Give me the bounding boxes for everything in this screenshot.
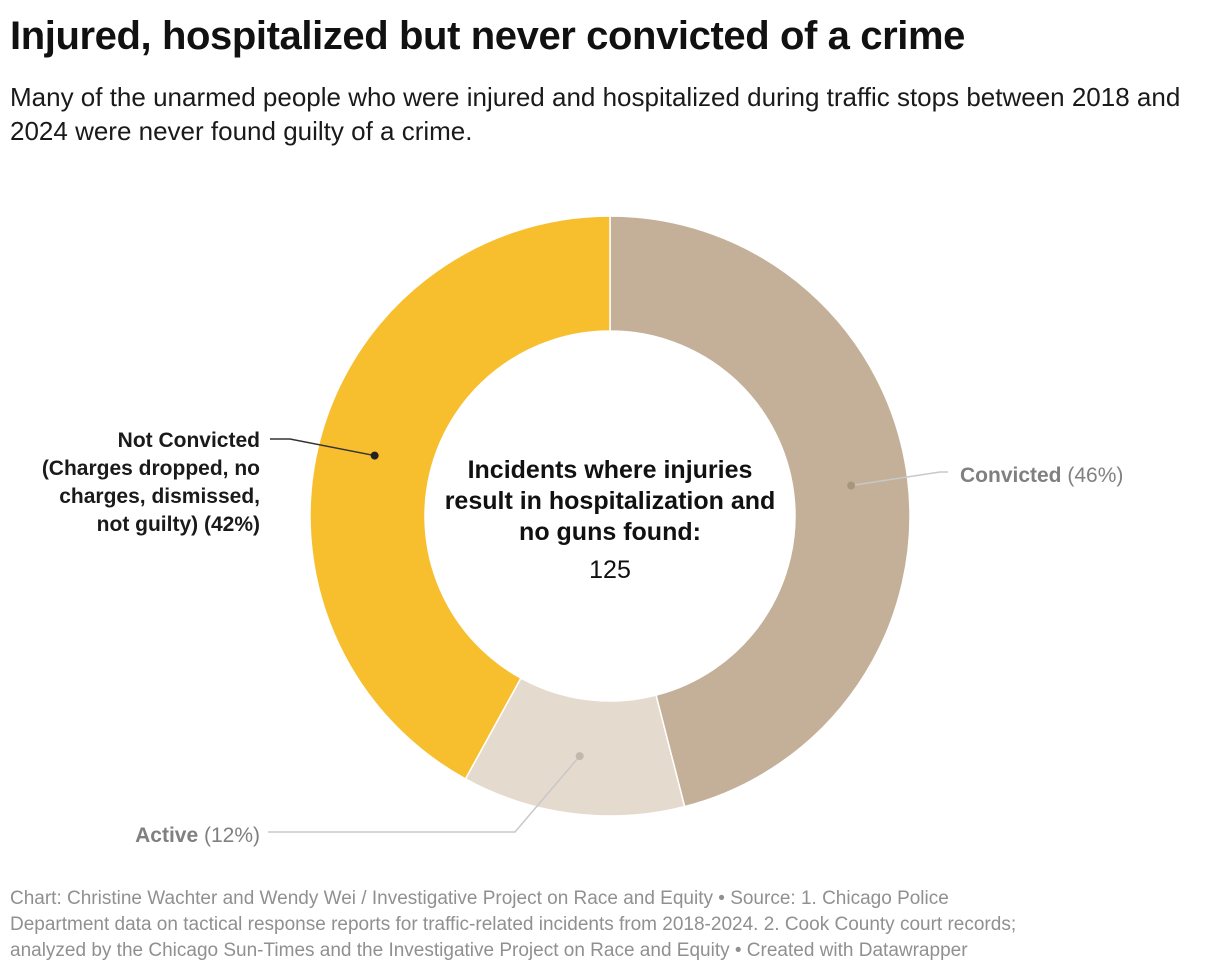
leader-dot <box>370 451 379 460</box>
slice-label-active: Active (12%) <box>135 824 260 847</box>
slice-convicted <box>609 215 911 808</box>
center-label-line: result in hospitalization and <box>445 487 776 515</box>
donut-chart: Convicted (46%) Active (12%) Not Convicted… <box>42 215 1124 847</box>
center-label-line: no guns found: <box>519 518 701 546</box>
slices-layer <box>309 215 911 817</box>
slice-label-convicted: Convicted (46%) <box>960 464 1123 487</box>
slice-label-not-convicted: Not Convicted (Charges dropped, no charges… <box>42 429 260 536</box>
leader-lines <box>268 438 948 833</box>
chart-title: Injured, hospitalized but never convicte… <box>10 14 965 58</box>
center-label-line: Incidents where injuries <box>468 456 753 484</box>
center-label-value: 125 <box>589 556 631 584</box>
leader-dot <box>575 752 584 761</box>
slice-labels: Convicted (46%) Active (12%) Not Convicted… <box>42 429 1124 847</box>
chart-subtitle: Many of the unarmed people who were inju… <box>10 82 1181 146</box>
center-label: Incidents where injuries result in hospit… <box>445 456 776 584</box>
leader-line-active <box>268 755 581 833</box>
footer-line-3: analyzed by the Chicago Sun-Times and th… <box>10 940 968 961</box>
leader-dot <box>847 481 856 490</box>
leader-line-convicted <box>850 471 948 487</box>
leader-line-not-convicted <box>270 438 375 457</box>
chart-footer: Chart: Christine Wachter and Wendy Wei /… <box>10 886 1210 964</box>
footer-line-2: Department data on tactical response rep… <box>10 914 1017 935</box>
footer-line-1: Chart: Christine Wachter and Wendy Wei /… <box>10 888 949 909</box>
slice-not-convicted <box>309 215 611 780</box>
